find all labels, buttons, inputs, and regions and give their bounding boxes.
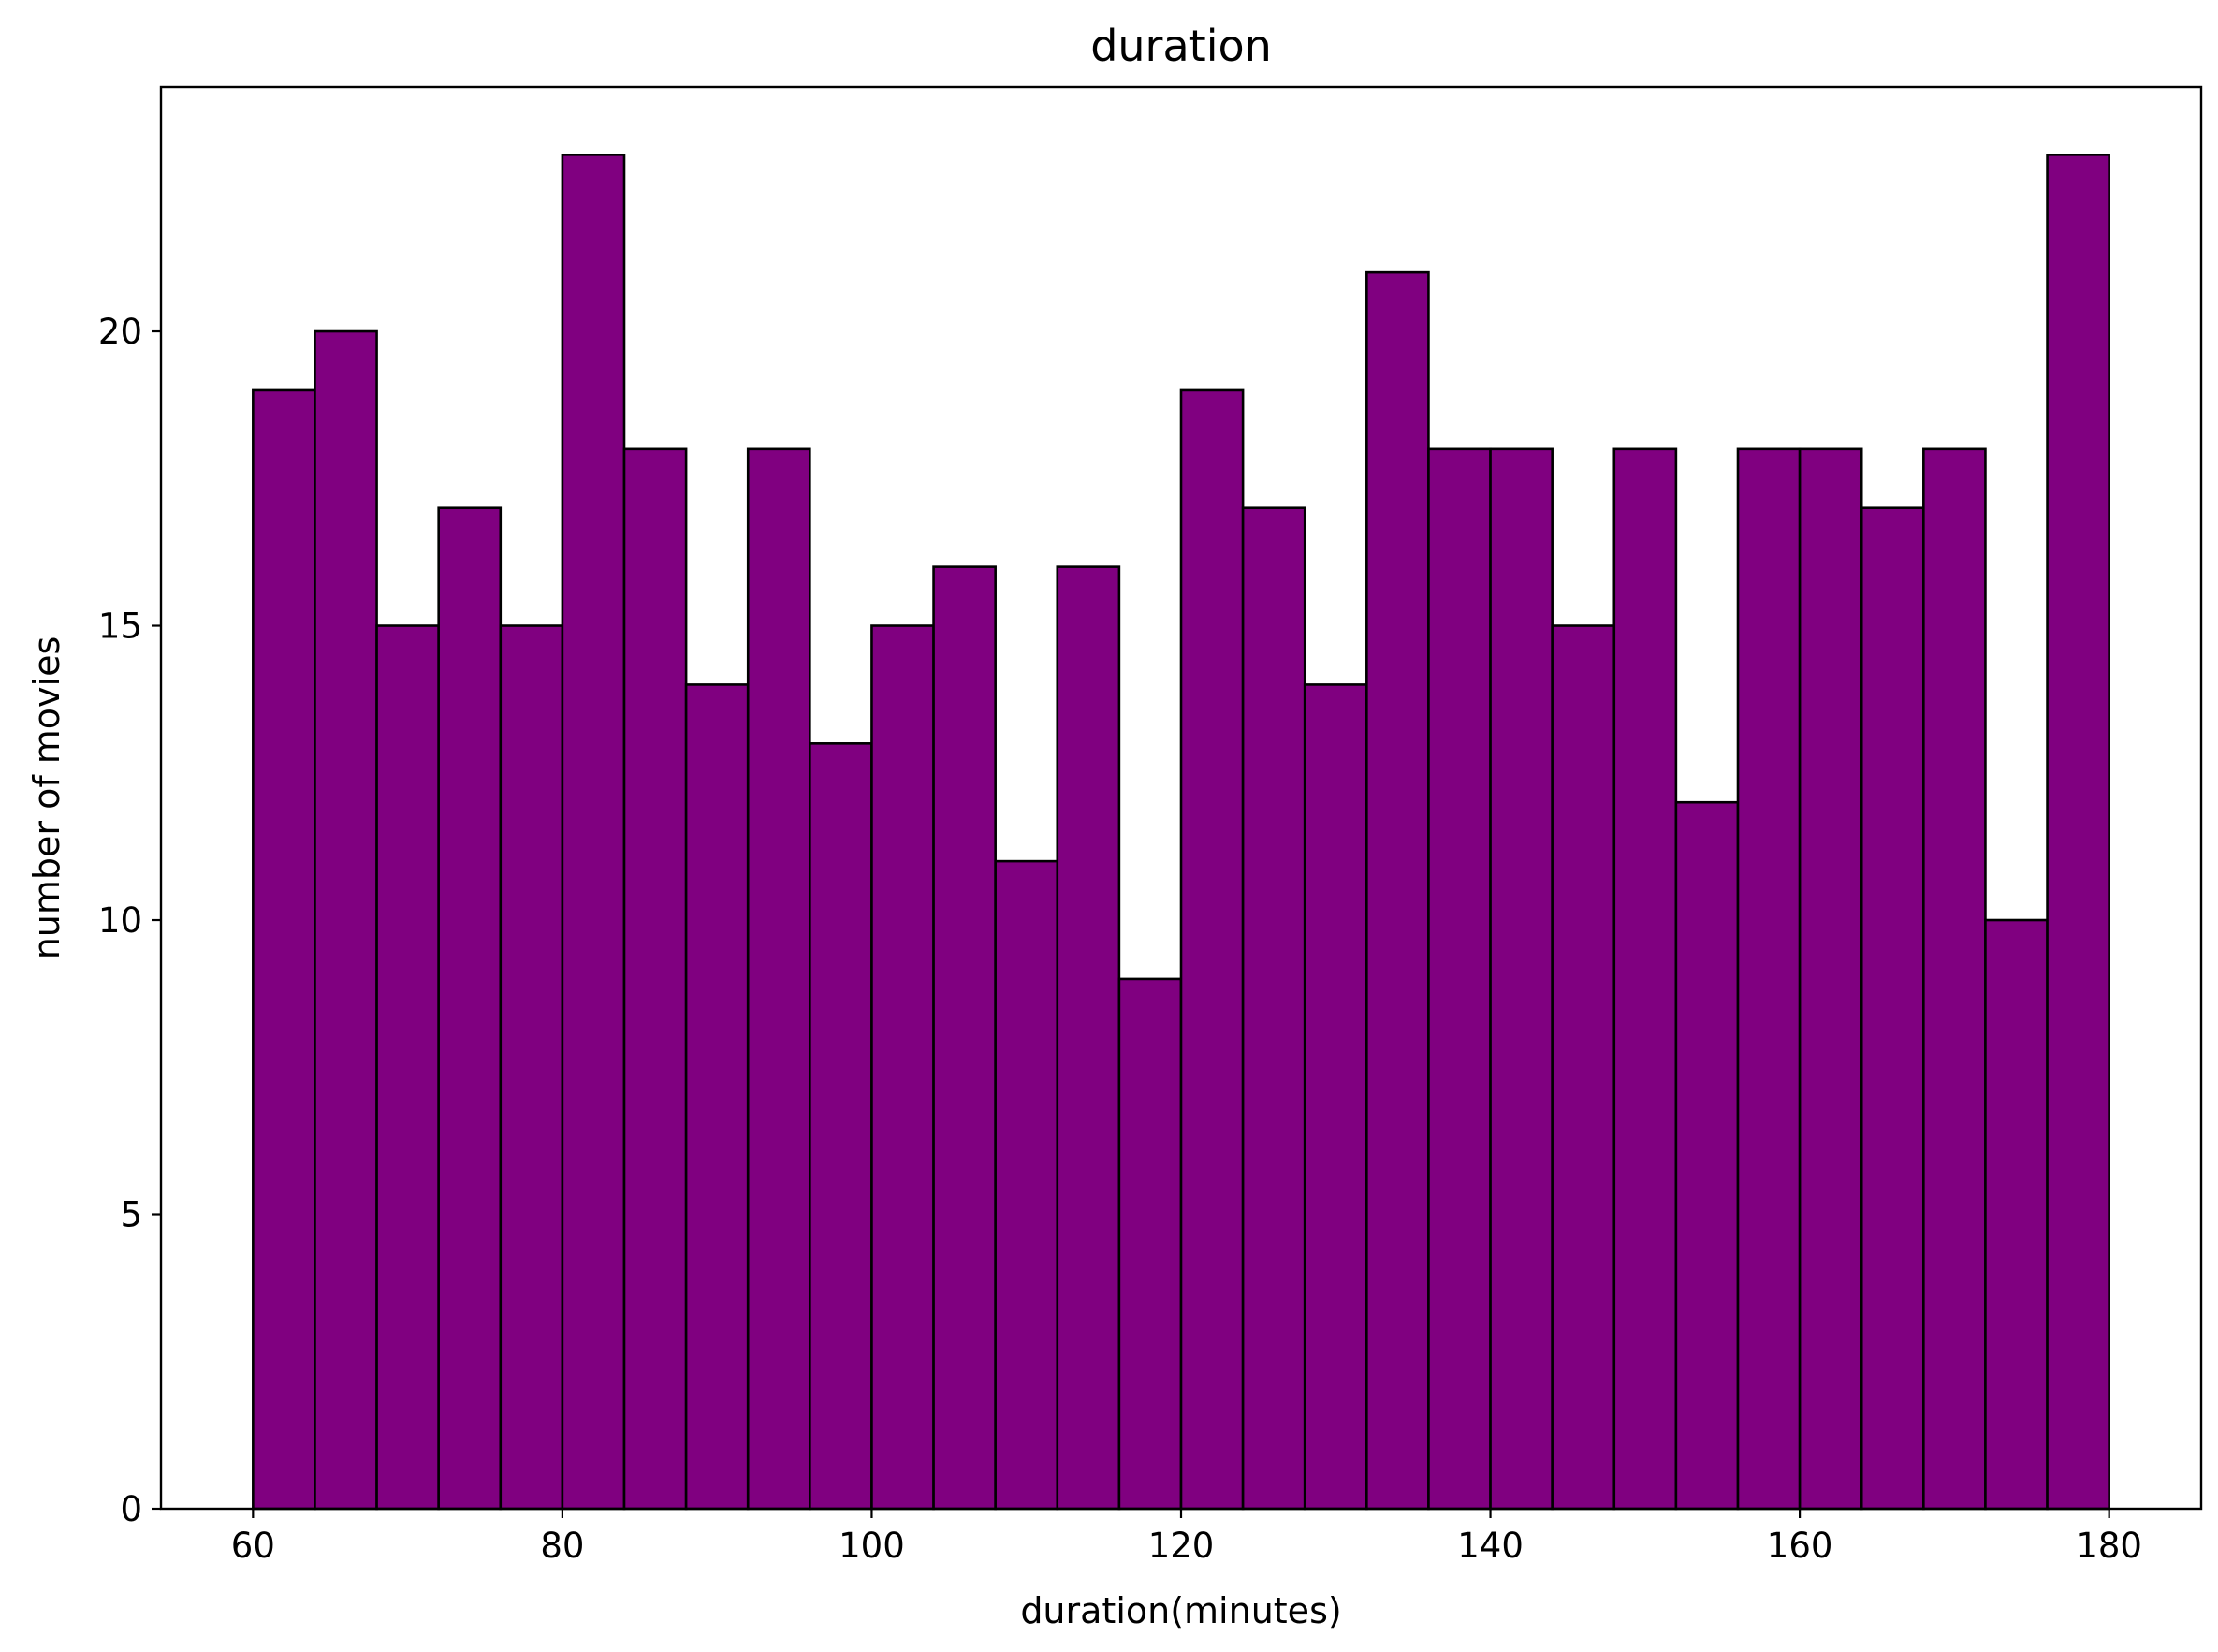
histogram-bar — [809, 742, 873, 1511]
x-tick-label: 180 — [2076, 1526, 2142, 1566]
histogram-bar — [870, 624, 935, 1511]
chart-title: duration — [1090, 21, 1272, 71]
histogram-bar — [1798, 447, 1863, 1511]
histogram-bar — [1365, 270, 1430, 1511]
y-tick-label: 15 — [98, 607, 142, 647]
y-tick-label: 0 — [120, 1489, 142, 1529]
histogram-bar — [1117, 977, 1183, 1511]
histogram-bar — [499, 624, 564, 1511]
histogram-bar — [1860, 506, 1925, 1511]
histogram-bar — [1303, 683, 1368, 1511]
y-axis-label: number of movies — [26, 636, 67, 960]
histogram-bar — [1551, 624, 1616, 1511]
histogram-bar — [994, 859, 1059, 1511]
histogram-bar — [1056, 565, 1121, 1511]
x-tick-label: 60 — [231, 1526, 275, 1566]
histogram-bar — [2046, 154, 2110, 1511]
histogram-bar — [1179, 388, 1245, 1511]
x-tick-label: 80 — [540, 1526, 584, 1566]
histogram-bar — [1489, 447, 1554, 1511]
plot-frame — [159, 85, 2203, 1511]
histogram-bar — [1427, 447, 1492, 1511]
histogram-bar — [622, 447, 688, 1511]
histogram-bar — [1241, 506, 1306, 1511]
x-axis-label: duration(minutes) — [1020, 1590, 1341, 1631]
histogram-bar — [932, 565, 997, 1511]
y-tick-label: 10 — [98, 900, 142, 941]
histogram-bar — [561, 154, 626, 1511]
histogram-bar — [1984, 918, 2049, 1511]
histogram-bar — [684, 683, 750, 1511]
x-tick-label: 140 — [1457, 1526, 1524, 1566]
histogram-bar — [375, 624, 440, 1511]
x-tick-label: 160 — [1767, 1526, 1833, 1566]
histogram-bar — [1922, 447, 1987, 1511]
x-tick-label: 120 — [1148, 1526, 1215, 1566]
histogram-bar — [252, 388, 316, 1511]
histogram-bar — [746, 447, 811, 1511]
bars-layer — [252, 154, 2110, 1511]
histogram-bar — [1612, 447, 1678, 1511]
histogram-bar — [1674, 800, 1740, 1511]
histogram-bar — [314, 329, 378, 1511]
y-tick-label: 20 — [98, 312, 142, 352]
ticks-layer: 60 80 100 120 140 160 180 0 5 10 15 20 — [98, 312, 2142, 1566]
x-tick-label: 100 — [839, 1526, 905, 1566]
histogram-bar — [1736, 447, 1802, 1511]
histogram-bar — [437, 506, 503, 1511]
y-tick-label: 5 — [120, 1195, 142, 1235]
